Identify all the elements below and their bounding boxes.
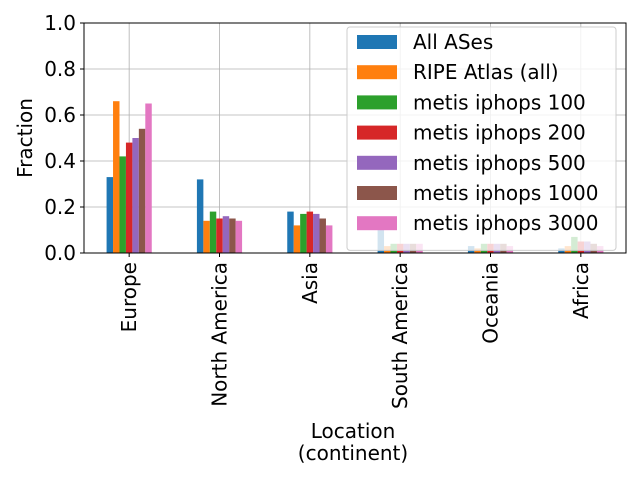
legend-swatch (357, 65, 397, 80)
bar (132, 138, 139, 253)
bar (145, 103, 152, 253)
legend-label: metis iphops 1000 (413, 181, 599, 205)
bar (287, 211, 294, 253)
bar (216, 218, 223, 253)
y-tick-label: 1.0 (44, 11, 76, 35)
bar (293, 225, 301, 253)
bar (209, 211, 217, 253)
legend-box (346, 26, 617, 251)
y-tick-label: 0.4 (44, 149, 76, 173)
x-tick-label: Africa (569, 262, 593, 319)
bar (196, 179, 204, 253)
legend-label: metis iphops 200 (413, 121, 586, 145)
bar (222, 216, 230, 253)
x-tick-label: Oceania (479, 262, 503, 344)
legend-label: RIPE Atlas (all) (413, 60, 559, 84)
bar (319, 218, 326, 253)
bar (325, 225, 333, 253)
x-tick-label: North America (208, 262, 232, 407)
y-tick-label: 0.6 (44, 103, 76, 127)
y-tick-label: 0.0 (44, 241, 76, 265)
bar (138, 128, 146, 253)
legend-swatch (357, 216, 397, 231)
legend-swatch (357, 186, 397, 200)
axes (80, 22, 627, 257)
bar (235, 220, 243, 253)
x-tick-label: Asia (298, 262, 322, 304)
legend: All ASes RIPE Atlas (all) metis iphops 100… (346, 26, 617, 251)
bar (125, 142, 133, 253)
legend-swatch (357, 35, 397, 49)
bars (106, 101, 604, 253)
legend-swatch (357, 155, 397, 170)
legend-swatch (357, 125, 397, 140)
legend-label: All ASes (413, 30, 493, 54)
x-axis-label: Location (continent) (298, 419, 408, 465)
bar (229, 218, 236, 253)
legend-label: metis iphops 3000 (413, 211, 599, 235)
legend-label: metis iphops 500 (413, 151, 586, 175)
plot-frame (83, 22, 627, 254)
bar (119, 156, 126, 253)
legend-label: metis iphops 100 (413, 90, 586, 114)
x-tick-label: South America (388, 262, 412, 409)
tick-labels: 0.0 0.2 0.4 0.6 0.8 1.0 Europe North America Asi… (44, 11, 593, 409)
bar (313, 213, 320, 253)
bar (300, 213, 307, 253)
bar (203, 220, 210, 253)
x-tick-label: Europe (117, 262, 141, 332)
legend-swatch (357, 95, 397, 110)
bar (113, 101, 120, 253)
bar (106, 177, 114, 253)
y-tick-label: 0.8 (44, 57, 76, 81)
bar (306, 211, 314, 253)
y-tick-label: 0.2 (44, 195, 76, 219)
y-axis-label: Fraction (13, 98, 37, 178)
